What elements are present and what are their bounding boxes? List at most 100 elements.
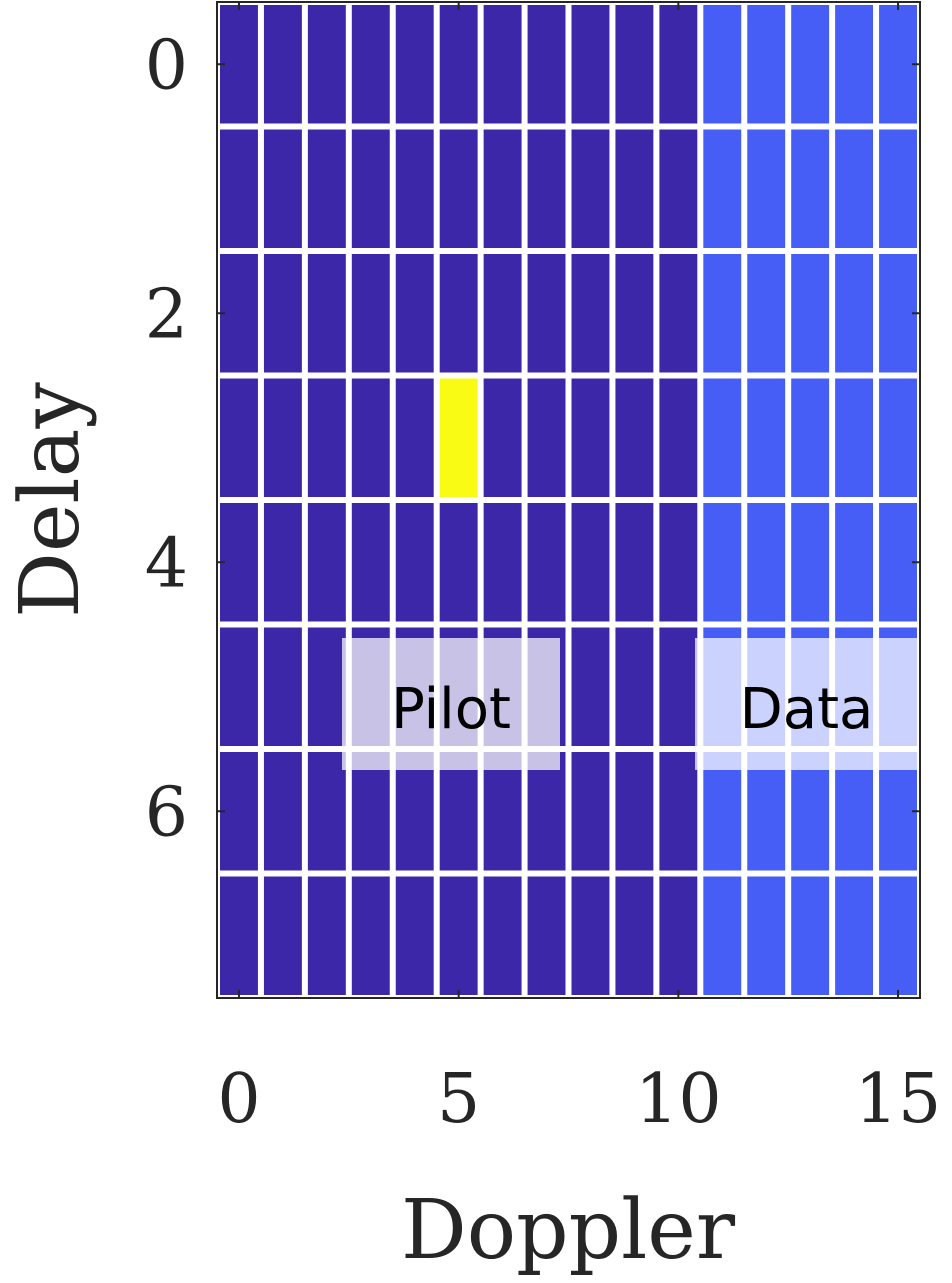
- cell: [791, 129, 830, 248]
- cell: [703, 752, 742, 871]
- cell: [835, 129, 874, 248]
- cell: [351, 378, 390, 497]
- cell: [307, 129, 346, 248]
- cell: [220, 378, 258, 497]
- cell: [703, 378, 742, 497]
- cell: [483, 876, 522, 995]
- cell: [571, 503, 610, 622]
- annotation: Data: [740, 677, 874, 742]
- cell: [483, 129, 522, 248]
- cell: [263, 503, 302, 622]
- cell: [395, 254, 434, 373]
- cell: [703, 254, 742, 373]
- cell: [879, 129, 917, 248]
- y-tick-label: 2: [145, 275, 188, 354]
- x-tick-label: 5: [437, 1060, 480, 1139]
- cell: [791, 5, 830, 124]
- cell: [527, 876, 566, 995]
- y-tick-label: 0: [145, 26, 188, 105]
- cell: [263, 378, 302, 497]
- cell: [879, 752, 917, 871]
- cell: [835, 503, 874, 622]
- cell: [571, 254, 610, 373]
- cell: [703, 876, 742, 995]
- y-tick-label: 6: [145, 773, 188, 852]
- cell: [307, 876, 346, 995]
- cell: [351, 752, 390, 871]
- cell: [835, 254, 874, 373]
- cell: [747, 254, 786, 373]
- cell: [615, 378, 654, 497]
- cell: [879, 254, 917, 373]
- cell: [659, 378, 698, 497]
- cell: [659, 752, 698, 871]
- cell: [263, 627, 302, 746]
- cell: [879, 378, 917, 497]
- cell: [835, 5, 874, 124]
- cell: [703, 503, 742, 622]
- cell: [263, 254, 302, 373]
- cell: [571, 378, 610, 497]
- cell: [483, 378, 522, 497]
- cell: [835, 876, 874, 995]
- annotation-box: [695, 638, 918, 770]
- cell: [659, 876, 698, 995]
- y-tick-label: 4: [145, 524, 188, 603]
- cell: [571, 129, 610, 248]
- cell: [747, 129, 786, 248]
- cell: [747, 378, 786, 497]
- cell: [791, 876, 830, 995]
- cell: [395, 503, 434, 622]
- cell: [483, 254, 522, 373]
- annotation-box: [342, 638, 560, 770]
- cell: [395, 129, 434, 248]
- cell: [395, 378, 434, 497]
- cell: [220, 503, 258, 622]
- cell: [659, 129, 698, 248]
- cell: [220, 876, 258, 995]
- cell: [879, 5, 917, 124]
- cell: [220, 5, 258, 124]
- cell: [527, 503, 566, 622]
- cell: [615, 254, 654, 373]
- cell: [571, 752, 610, 871]
- cell: [659, 503, 698, 622]
- cell: [791, 503, 830, 622]
- cell: [571, 876, 610, 995]
- cell: [615, 627, 654, 746]
- cell: [835, 752, 874, 871]
- cell: [791, 254, 830, 373]
- cell: [615, 503, 654, 622]
- cell: [439, 5, 478, 124]
- cell: [307, 503, 346, 622]
- cell: [439, 378, 478, 497]
- cell: [395, 752, 434, 871]
- cell: [527, 129, 566, 248]
- cell: [220, 129, 258, 248]
- cell: [263, 129, 302, 248]
- cell: [571, 5, 610, 124]
- cell: [527, 5, 566, 124]
- cell: [527, 378, 566, 497]
- cell: [703, 129, 742, 248]
- cell: [747, 5, 786, 124]
- axes-box: [216, 1, 921, 999]
- y-axis-label: Delay: [3, 381, 98, 617]
- cell: [615, 752, 654, 871]
- cell: [439, 752, 478, 871]
- cell: [659, 254, 698, 373]
- cell: [879, 876, 917, 995]
- cell: [351, 503, 390, 622]
- cell: [307, 5, 346, 124]
- cell: [351, 876, 390, 995]
- cell: [747, 752, 786, 871]
- cell: [351, 5, 390, 124]
- cell: [615, 5, 654, 124]
- x-tick-label: 15: [855, 1060, 942, 1139]
- cell: [307, 378, 346, 497]
- cell: [439, 503, 478, 622]
- cell: [527, 752, 566, 871]
- cell: [351, 254, 390, 373]
- cell: [659, 627, 698, 746]
